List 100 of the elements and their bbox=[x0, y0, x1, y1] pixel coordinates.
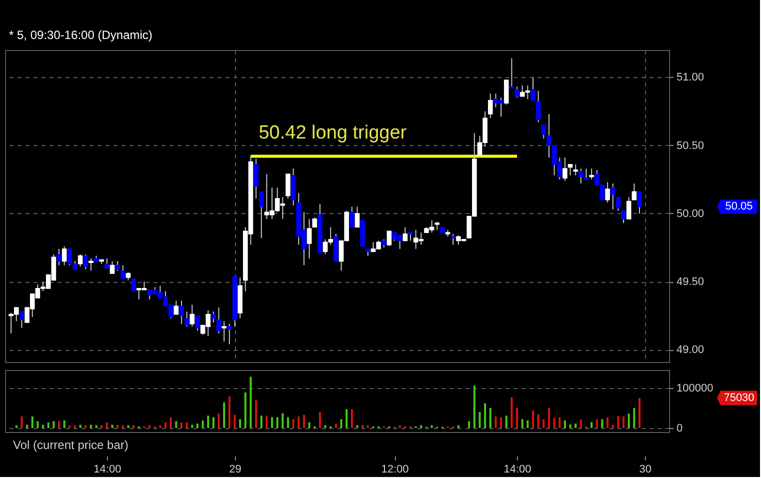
bar bbox=[170, 417, 172, 428]
y-tick-label: 50.00 bbox=[676, 208, 704, 220]
bar bbox=[84, 425, 87, 428]
candlestick bbox=[174, 300, 179, 315]
bar bbox=[606, 417, 609, 428]
candlestick bbox=[632, 183, 637, 200]
candlestick bbox=[621, 210, 626, 224]
bar bbox=[542, 419, 545, 428]
bar bbox=[564, 420, 566, 428]
bar bbox=[308, 422, 310, 428]
candlestick bbox=[616, 196, 621, 212]
bar bbox=[292, 419, 294, 428]
candlestick bbox=[104, 258, 110, 268]
candlestick bbox=[115, 260, 120, 272]
bar bbox=[186, 422, 188, 428]
candlestick bbox=[350, 206, 354, 228]
text: 50.05 bbox=[725, 200, 753, 213]
bar bbox=[356, 425, 358, 428]
x-tick-label: 12:00 bbox=[381, 464, 409, 476]
bar bbox=[212, 417, 214, 428]
bar bbox=[430, 425, 433, 428]
bar bbox=[148, 425, 151, 428]
bar bbox=[164, 422, 167, 428]
candlestick bbox=[530, 76, 536, 101]
bar bbox=[234, 414, 236, 428]
y-tick-label: 100000 bbox=[676, 382, 714, 394]
candlestick bbox=[504, 79, 509, 105]
bar bbox=[287, 417, 290, 428]
bar bbox=[276, 417, 278, 428]
candlestick bbox=[258, 191, 264, 239]
bar bbox=[132, 425, 135, 428]
bar bbox=[175, 421, 178, 428]
x-tick-label: 14:00 bbox=[94, 464, 122, 476]
bar bbox=[26, 424, 28, 428]
candlestick bbox=[509, 58, 514, 89]
bar bbox=[633, 408, 636, 428]
bar bbox=[638, 398, 640, 428]
bar bbox=[398, 425, 401, 428]
bar bbox=[473, 386, 476, 428]
candlestick bbox=[110, 260, 115, 274]
candlestick bbox=[184, 311, 190, 328]
candlestick bbox=[195, 315, 200, 332]
bar bbox=[100, 425, 103, 428]
x-tick-label: 30 bbox=[639, 464, 652, 476]
bar bbox=[596, 419, 598, 428]
bar bbox=[362, 424, 364, 428]
bar bbox=[207, 416, 210, 428]
candlestick bbox=[19, 311, 24, 328]
bar bbox=[223, 402, 226, 428]
bar bbox=[350, 409, 353, 428]
text: 75030 bbox=[724, 392, 754, 404]
bar bbox=[20, 416, 23, 428]
candlestick bbox=[354, 206, 360, 228]
bar bbox=[537, 414, 540, 428]
bar bbox=[74, 425, 76, 428]
y-tick-label: 0 bbox=[676, 422, 683, 434]
candlestick bbox=[190, 304, 195, 328]
text: Vol (current price bar) bbox=[13, 438, 128, 452]
candlestick bbox=[216, 307, 222, 334]
bar bbox=[180, 422, 182, 428]
candlestick bbox=[306, 218, 312, 259]
bar bbox=[553, 418, 556, 428]
bar bbox=[36, 421, 39, 428]
bar bbox=[260, 416, 262, 428]
candlestick bbox=[536, 90, 541, 123]
bar bbox=[526, 420, 529, 428]
bar bbox=[532, 410, 534, 428]
candlestick bbox=[626, 196, 632, 220]
bar bbox=[569, 424, 572, 428]
y-tick-label: 51.00 bbox=[676, 72, 704, 84]
bar bbox=[298, 416, 300, 428]
bar bbox=[617, 416, 620, 428]
candlestick bbox=[222, 320, 226, 342]
candlestick bbox=[578, 168, 584, 184]
candlestick bbox=[610, 183, 616, 210]
bar bbox=[282, 413, 284, 428]
bar bbox=[516, 408, 518, 428]
candlestick bbox=[402, 226, 408, 242]
bar bbox=[334, 424, 337, 428]
bar bbox=[340, 419, 342, 428]
bar bbox=[548, 408, 550, 428]
bar bbox=[521, 419, 524, 428]
candlestick bbox=[179, 300, 184, 324]
bar bbox=[159, 425, 162, 428]
bar bbox=[628, 414, 630, 428]
bar bbox=[250, 376, 252, 428]
candlestick bbox=[78, 254, 83, 268]
bar bbox=[191, 424, 194, 428]
bar bbox=[420, 425, 422, 428]
bar bbox=[457, 425, 460, 428]
bar bbox=[346, 409, 348, 428]
bar bbox=[15, 425, 18, 428]
candlestick bbox=[605, 182, 610, 204]
candlestick bbox=[562, 157, 568, 182]
bar bbox=[324, 425, 326, 428]
bar bbox=[239, 419, 242, 428]
bar bbox=[500, 417, 502, 428]
bar bbox=[79, 424, 82, 428]
bar bbox=[90, 424, 92, 428]
bar bbox=[122, 425, 124, 428]
